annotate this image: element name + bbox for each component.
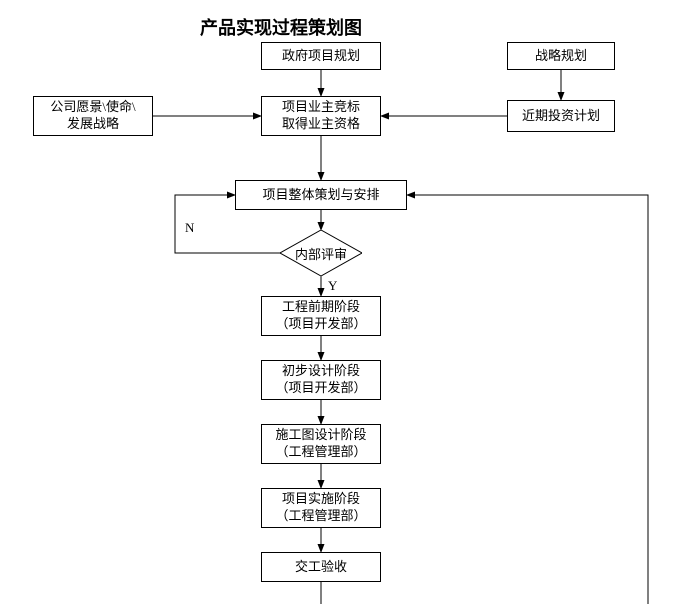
node-prestage: 工程前期阶段 （项目开发部） — [261, 296, 381, 336]
node-prelim: 初步设计阶段 （项目开发部） — [261, 360, 381, 400]
edge-label-Y: Y — [328, 278, 337, 294]
node-bid: 项目业主竞标 取得业主资格 — [261, 96, 381, 136]
diagram-title: 产品实现过程策划图 — [200, 14, 362, 40]
node-impl: 项目实施阶段 （工程管理部） — [261, 488, 381, 528]
edge-label-N: N — [185, 220, 194, 236]
node-invest: 近期投资计划 — [507, 100, 615, 132]
node-review: 内部评审 — [280, 230, 362, 276]
node-drawing: 施工图设计阶段 （工程管理部） — [261, 424, 381, 464]
node-vision: 公司愿景\使命\ 发展战略 — [33, 96, 153, 136]
flowchart-canvas: 产品实现过程策划图 N Y 政府项目规划 战略规划公司愿景\使命\ 发展战略 项目业主竞标… — [0, 0, 680, 604]
node-accept: 交工验收 — [261, 552, 381, 582]
node-review-label: 内部评审 — [280, 244, 362, 263]
node-strategy: 战略规划 — [507, 42, 615, 70]
node-gov: 政府项目规划 — [261, 42, 381, 70]
node-plan: 项目整体策划与安排 — [235, 180, 407, 210]
edge-feedback-plan — [407, 195, 648, 604]
